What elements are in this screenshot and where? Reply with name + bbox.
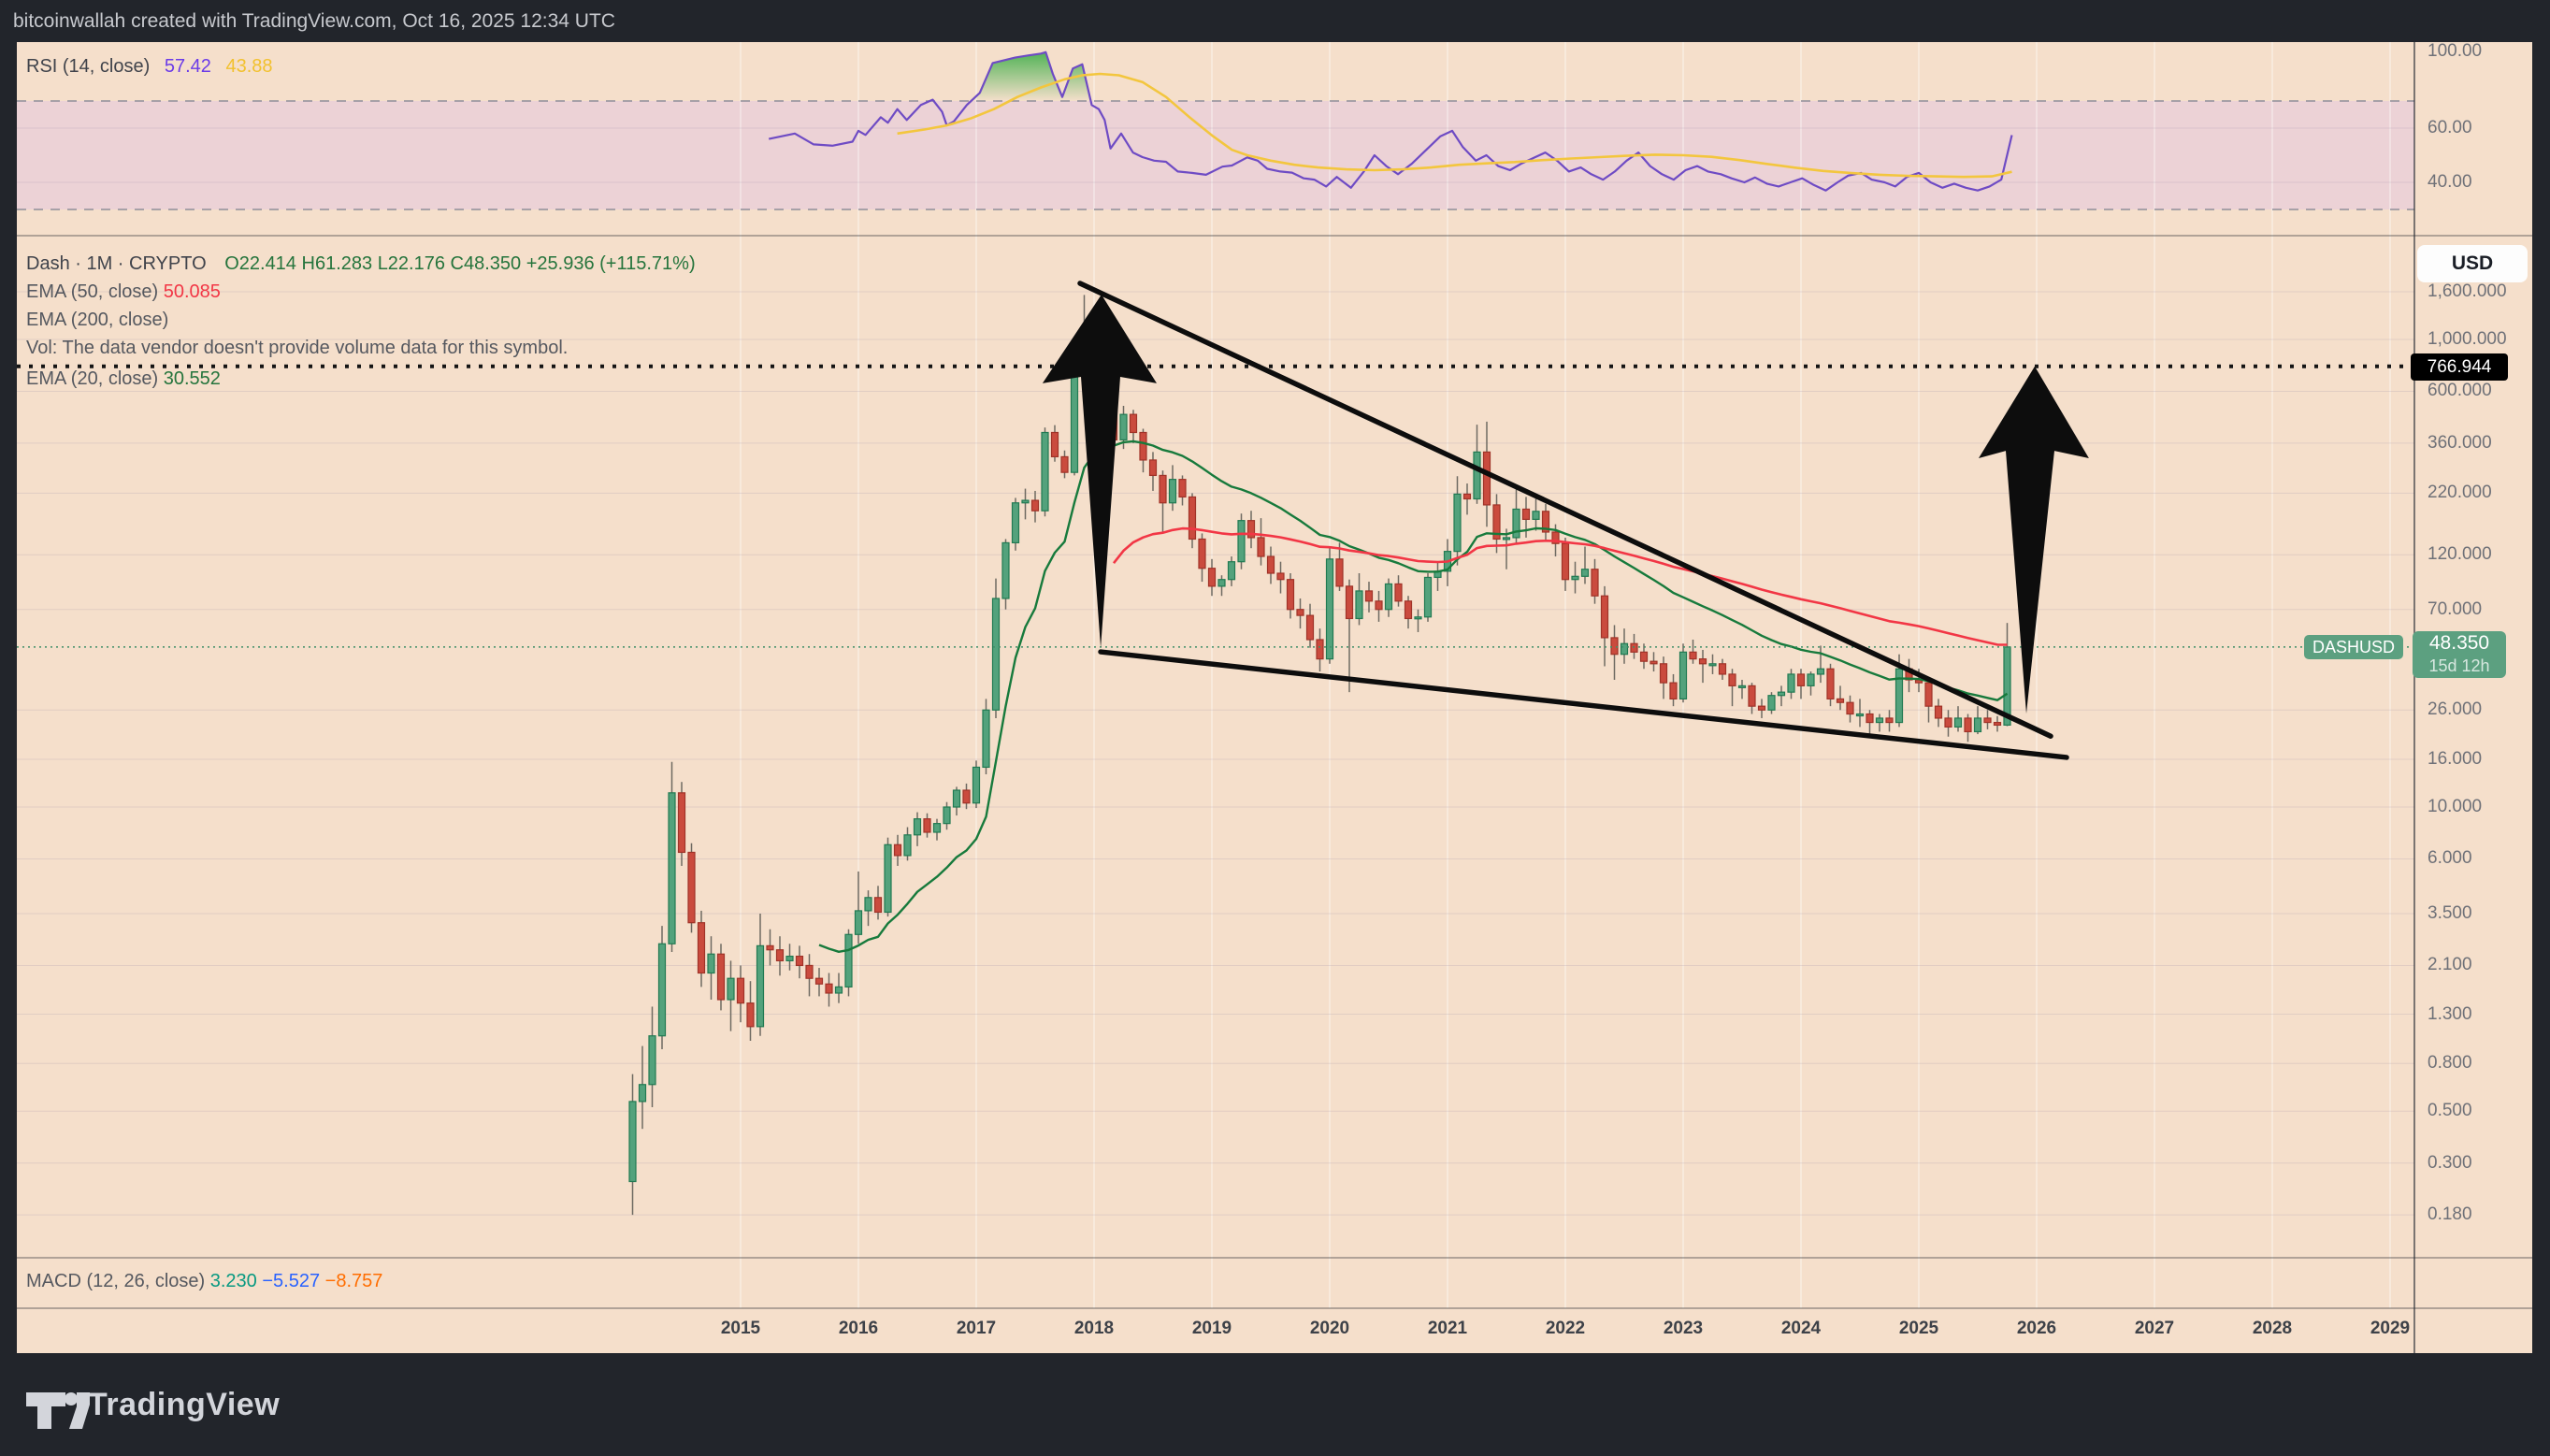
rsi-legend-title: RSI (14, close) — [26, 56, 151, 77]
ema50-legend-row[interactable]: EMA (50, close) 50.085 — [26, 281, 221, 303]
bar-countdown: 15d 12h — [2428, 656, 2490, 675]
tradingview-wordmark[interactable]: TradingView — [88, 1387, 281, 1422]
year-tick-label: 2021 — [1427, 1319, 1468, 1338]
symbol-legend-row[interactable]: Dash · 1M · CRYPTO O22.414 H61.283 L22.1… — [26, 253, 696, 275]
year-tick-label: 2023 — [1663, 1319, 1704, 1338]
ohlc-close: C48.350 — [450, 253, 522, 274]
price-tick-label: 0.800 — [2428, 1053, 2472, 1074]
rsi-tick-label: 100.00 — [2428, 41, 2483, 61]
price-tick-label: 16.000 — [2428, 748, 2483, 769]
year-tick-label: 2022 — [1545, 1319, 1586, 1338]
year-tick-label: 2029 — [2370, 1319, 2411, 1338]
year-tick-label: 2020 — [1309, 1319, 1350, 1338]
price-tick-label: 26.000 — [2428, 699, 2483, 720]
ema20-value: 30.552 — [163, 368, 221, 389]
ema200-legend-row[interactable]: EMA (200, close) — [26, 310, 168, 331]
year-tick-label: 2019 — [1191, 1319, 1232, 1338]
ema50-label: EMA (50, close) — [26, 281, 159, 302]
price-tick-label: 0.180 — [2428, 1204, 2472, 1225]
attribution-bar: bitcoinwallah created with TradingView.c… — [0, 0, 2550, 42]
year-tick-label: 2015 — [720, 1319, 761, 1338]
ohlc-open: O22.414 — [224, 253, 296, 274]
last-price-value: 48.350 — [2428, 631, 2490, 654]
price-tick-label: 120.000 — [2428, 544, 2492, 565]
rsi-line — [768, 50, 2013, 192]
macd-title: MACD (12, 26, close) — [26, 1271, 206, 1291]
macd-value: 3.230 — [209, 1271, 257, 1291]
price-tick-label: 1,600.000 — [2428, 281, 2507, 301]
macd-histogram-value: −8.757 — [324, 1271, 383, 1291]
symbol-title: Dash · 1M · CRYPTO — [26, 253, 207, 274]
trendline-upper — [1077, 281, 2053, 739]
price-tick-label: 0.300 — [2428, 1152, 2472, 1173]
price-tick-label: 70.000 — [2428, 598, 2483, 619]
rsi-tick-label: 40.00 — [2428, 172, 2472, 192]
price-tick-label: 1.300 — [2428, 1003, 2472, 1024]
volume-note: Vol: The data vendor doesn't provide vol… — [26, 338, 569, 358]
year-tick-label: 2017 — [956, 1319, 997, 1338]
breakout-arrow-1 — [1042, 295, 1157, 648]
year-tick-label: 2025 — [1898, 1319, 1939, 1338]
year-tick-label: 2028 — [2252, 1319, 2293, 1338]
breakout-arrow-2 — [1979, 366, 2089, 714]
attribution-text: bitcoinwallah created with TradingView.c… — [13, 10, 615, 32]
volume-legend-row[interactable]: Vol: The data vendor doesn't provide vol… — [26, 338, 568, 359]
last-price-label: 48.350 15d 12h — [2413, 630, 2506, 678]
price-tick-label: 600.000 — [2428, 381, 2492, 401]
year-tick-label: 2027 — [2134, 1319, 2175, 1338]
ema50-value: 50.085 — [163, 281, 221, 302]
price-tick-label: 10.000 — [2428, 797, 2483, 816]
year-tick-label: 2026 — [2016, 1319, 2057, 1338]
ema200-label: EMA (200, close) — [26, 310, 169, 330]
alert-price-label: 766.944 — [2411, 353, 2508, 381]
price-tick-label: 220.000 — [2428, 483, 2492, 503]
ohlc-change: +25.936 (+115.71%) — [526, 253, 696, 274]
ohlc-low: L22.176 — [377, 253, 445, 274]
rsi-legend-row[interactable]: RSI (14, close) 57.42 43.88 — [26, 56, 282, 78]
rsi-overbought-fill — [971, 51, 1091, 101]
ticker-price-tag: DASHUSD — [2304, 634, 2403, 659]
price-tick-label: 2.100 — [2428, 955, 2472, 975]
price-tick-label: 360.000 — [2428, 432, 2492, 453]
year-tick-label: 2016 — [838, 1319, 879, 1338]
tradingview-icon[interactable] — [24, 1387, 90, 1434]
price-tick-label: 3.500 — [2428, 902, 2472, 923]
chart-background — [17, 42, 2532, 1353]
rsi-signal-line — [897, 72, 2012, 179]
ema50-line — [1112, 526, 2008, 646]
rsi-value: 57.42 — [164, 56, 211, 77]
price-tick-label: 0.500 — [2428, 1101, 2472, 1121]
ema20-label: EMA (20, close) — [26, 368, 159, 389]
rsi-band — [17, 101, 2414, 209]
ema20-legend-row[interactable]: EMA (20, close) 30.552 — [26, 368, 221, 390]
year-tick-label: 2018 — [1073, 1319, 1115, 1338]
candles — [628, 295, 2011, 1216]
currency-toggle-button[interactable]: USD — [2417, 245, 2528, 282]
rsi-signal-value: 43.88 — [225, 56, 273, 77]
rsi-tick-label: 60.00 — [2428, 118, 2472, 137]
ema20-line — [818, 440, 2009, 953]
year-tick-label: 2024 — [1780, 1319, 1822, 1338]
trendline-lower — [1098, 649, 2069, 760]
ohlc-high: H61.283 — [301, 253, 373, 274]
macd-signal-value: −5.527 — [262, 1271, 321, 1291]
macd-legend-row[interactable]: MACD (12, 26, close) 3.230 −5.527 −8.757 — [26, 1271, 382, 1292]
price-tick-label: 1,000.000 — [2428, 329, 2507, 349]
price-tick-label: 6.000 — [2428, 848, 2472, 869]
